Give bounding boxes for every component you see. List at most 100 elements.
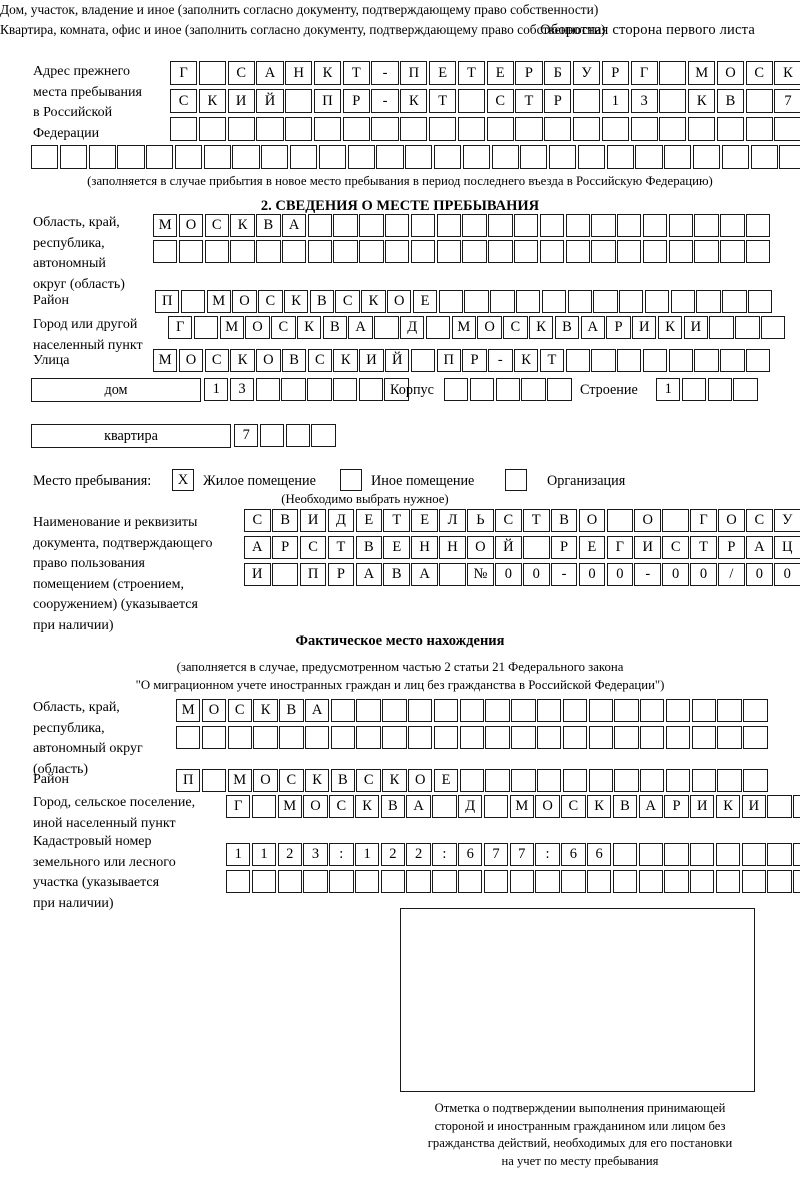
char-cell[interactable]: В (281, 349, 307, 372)
char-cell[interactable] (485, 699, 510, 722)
char-cell[interactable]: М (153, 349, 178, 372)
char-cell[interactable] (385, 240, 410, 263)
char-cell[interactable]: К (528, 316, 554, 339)
stroenie-cells[interactable]: 1 (656, 378, 759, 401)
char-cell[interactable] (279, 726, 304, 749)
char-cell[interactable]: И (359, 349, 384, 372)
char-cell[interactable] (690, 870, 715, 893)
char-cell[interactable]: В (256, 214, 281, 237)
char-cell[interactable]: 3 (303, 843, 328, 866)
char-cell[interactable]: С (662, 536, 689, 559)
char-cell[interactable] (720, 240, 745, 263)
char-cell[interactable]: А (256, 61, 284, 85)
char-cell[interactable]: Д (458, 795, 483, 818)
char-cell[interactable] (251, 795, 277, 818)
char-cell[interactable] (117, 145, 145, 169)
char-cell[interactable] (572, 89, 601, 113)
char-cell[interactable] (721, 145, 749, 169)
char-cell[interactable] (410, 349, 436, 372)
char-cell[interactable] (743, 769, 768, 792)
char-cell[interactable] (374, 316, 399, 339)
char-cell[interactable] (31, 145, 59, 169)
char-cell[interactable] (230, 240, 255, 263)
char-cell[interactable] (469, 378, 495, 401)
char-cell[interactable]: К (400, 89, 428, 113)
char-cell[interactable]: И (683, 316, 709, 339)
char-cell[interactable] (696, 290, 721, 313)
char-cell[interactable] (433, 699, 459, 722)
char-cell[interactable]: Г (226, 795, 251, 818)
char-cell[interactable] (694, 240, 719, 263)
char-cell[interactable] (457, 89, 485, 113)
char-cell[interactable] (562, 726, 588, 749)
char-cell[interactable] (193, 316, 219, 339)
char-cell[interactable] (670, 290, 696, 313)
char-cell[interactable]: Е (383, 536, 411, 559)
char-cell[interactable] (382, 726, 407, 749)
char-cell[interactable]: В (355, 536, 383, 559)
char-cell[interactable] (591, 240, 616, 263)
char-cell[interactable]: Н (439, 536, 466, 559)
char-cell[interactable]: № (467, 563, 494, 586)
char-cell[interactable]: В (383, 563, 411, 586)
char-cell[interactable]: 0 (606, 563, 634, 586)
char-cell[interactable]: С (745, 61, 773, 85)
char-cell[interactable]: К (382, 769, 407, 792)
char-cell[interactable] (617, 214, 642, 237)
char-cell[interactable]: Р (327, 563, 355, 586)
char-cell[interactable]: Р (601, 61, 629, 85)
char-cell[interactable] (565, 240, 590, 263)
char-cell[interactable] (359, 214, 384, 237)
confirmation-stamp-box[interactable] (400, 908, 755, 1092)
char-cell[interactable] (290, 145, 318, 169)
char-cell[interactable] (429, 117, 457, 141)
char-cell[interactable] (642, 214, 668, 237)
char-cell[interactable]: К (657, 316, 683, 339)
char-cell[interactable]: А (406, 795, 431, 818)
char-cell[interactable]: П (313, 89, 342, 113)
char-cell[interactable] (318, 145, 346, 169)
char-cell[interactable]: К (513, 349, 539, 372)
char-cell[interactable]: 3 (229, 378, 255, 401)
char-cell[interactable] (380, 870, 406, 893)
char-cell[interactable]: С (227, 699, 252, 722)
char-cell[interactable]: У (773, 509, 800, 532)
char-cell[interactable] (485, 726, 510, 749)
char-cell[interactable]: Р (271, 536, 299, 559)
char-cell[interactable]: С (204, 214, 229, 237)
char-cell[interactable] (459, 726, 484, 749)
char-cell[interactable] (227, 117, 255, 141)
char-cell[interactable] (539, 240, 565, 263)
char-cell[interactable] (253, 726, 278, 749)
char-cell[interactable] (614, 699, 639, 722)
char-cell[interactable] (400, 117, 428, 141)
char-cell[interactable] (743, 699, 768, 722)
char-cell[interactable]: В (380, 795, 406, 818)
char-cell[interactable]: 1 (251, 843, 277, 866)
char-cell[interactable] (750, 145, 778, 169)
char-cell[interactable]: И (741, 795, 767, 818)
char-cell[interactable]: 1 (226, 843, 251, 866)
char-cell[interactable] (668, 214, 694, 237)
char-cell[interactable]: П (400, 61, 428, 85)
char-cell[interactable]: К (253, 699, 278, 722)
char-cell[interactable]: С (244, 509, 271, 532)
document-row-1[interactable]: СВИДЕТЕЛЬСТВООГОСУД (244, 509, 800, 532)
char-cell[interactable] (741, 843, 767, 866)
korpus-cells[interactable] (444, 378, 573, 401)
char-cell[interactable] (638, 843, 663, 866)
char-cell[interactable] (593, 290, 618, 313)
char-cell[interactable] (642, 240, 668, 263)
char-cell[interactable] (745, 214, 771, 237)
char-cell[interactable]: 0 (690, 563, 717, 586)
char-cell[interactable] (307, 378, 332, 401)
char-cell[interactable]: К (230, 214, 255, 237)
char-cell[interactable] (577, 145, 606, 169)
char-cell[interactable]: Р (342, 89, 370, 113)
char-cell[interactable]: М (153, 214, 178, 237)
char-cell[interactable] (520, 145, 548, 169)
char-cell[interactable]: О (253, 769, 278, 792)
